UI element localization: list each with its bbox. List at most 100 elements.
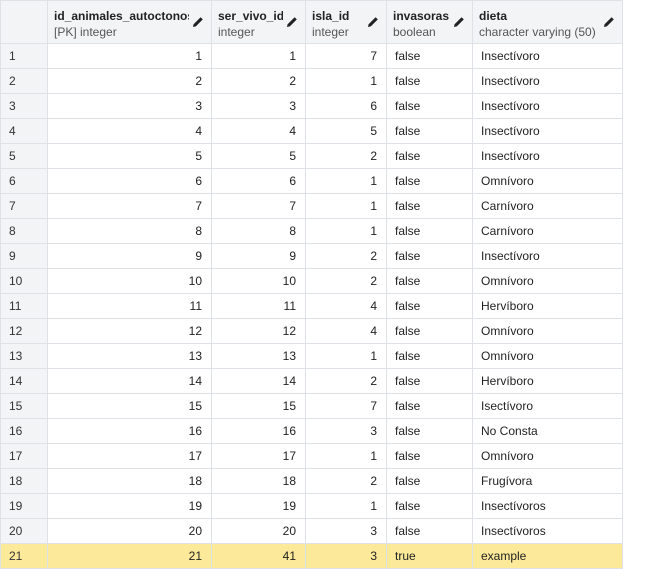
pencil-edit-icon[interactable]: [602, 15, 616, 29]
row-number-cell[interactable]: 20: [0, 518, 48, 544]
invasoras-cell[interactable]: false: [386, 393, 473, 419]
row-number-cell[interactable]: 6: [0, 168, 48, 194]
id-animales-autoctonos-cell[interactable]: 8: [47, 218, 212, 244]
invasoras-cell[interactable]: false: [386, 443, 473, 469]
dieta-cell[interactable]: No Consta: [472, 418, 623, 444]
row-number-cell[interactable]: 21: [0, 543, 48, 569]
id-animales-autoctonos-cell[interactable]: 5: [47, 143, 212, 169]
id-animales-autoctonos-cell[interactable]: 14: [47, 368, 212, 394]
id-animales-autoctonos-cell[interactable]: 3: [47, 93, 212, 119]
invasoras-cell[interactable]: false: [386, 193, 473, 219]
isla-id-cell[interactable]: 1: [305, 68, 387, 94]
row-number-cell[interactable]: 16: [0, 418, 48, 444]
row-number-cell[interactable]: 9: [0, 243, 48, 269]
ser-vivo-id-cell[interactable]: 20: [211, 518, 306, 544]
table-row[interactable]: 11 11 11 4 false Hervíboro: [0, 293, 623, 319]
table-row[interactable]: 12 12 12 4 false Omnívoro: [0, 318, 623, 344]
isla-id-cell[interactable]: 1: [305, 443, 387, 469]
row-number-cell[interactable]: 4: [0, 118, 48, 144]
row-number-cell[interactable]: 10: [0, 268, 48, 294]
pencil-edit-icon[interactable]: [366, 15, 380, 29]
dieta-cell[interactable]: Insectívoro: [472, 143, 623, 169]
dieta-cell[interactable]: Carnívoro: [472, 193, 623, 219]
id-animales-autoctonos-cell[interactable]: 21: [47, 543, 212, 569]
isla-id-cell[interactable]: 1: [305, 168, 387, 194]
invasoras-cell[interactable]: false: [386, 118, 473, 144]
id-animales-autoctonos-cell[interactable]: 6: [47, 168, 212, 194]
dieta-cell[interactable]: Insectívoro: [472, 243, 623, 269]
table-row[interactable]: 6 6 6 1 false Omnívoro: [0, 168, 623, 194]
table-row[interactable]: 5 5 5 2 false Insectívoro: [0, 143, 623, 169]
id-animales-autoctonos-cell[interactable]: 20: [47, 518, 212, 544]
dieta-cell[interactable]: Isectívoro: [472, 393, 623, 419]
dieta-cell[interactable]: Carnívoro: [472, 218, 623, 244]
table-row[interactable]: 13 13 13 1 false Omnívoro: [0, 343, 623, 369]
isla-id-cell[interactable]: 4: [305, 293, 387, 319]
id-animales-autoctonos-cell[interactable]: 17: [47, 443, 212, 469]
invasoras-cell[interactable]: false: [386, 43, 473, 69]
row-number-cell[interactable]: 2: [0, 68, 48, 94]
ser-vivo-id-cell[interactable]: 5: [211, 143, 306, 169]
invasoras-cell[interactable]: false: [386, 243, 473, 269]
dieta-cell[interactable]: Omnívoro: [472, 343, 623, 369]
table-row[interactable]: 16 16 16 3 false No Consta: [0, 418, 623, 444]
table-row[interactable]: 21 21 41 3 true example: [0, 543, 623, 569]
dieta-cell[interactable]: Insectívoro: [472, 68, 623, 94]
dieta-cell[interactable]: Omnívoro: [472, 268, 623, 294]
isla-id-cell[interactable]: 2: [305, 243, 387, 269]
invasoras-cell[interactable]: false: [386, 418, 473, 444]
dieta-cell[interactable]: Insectívoro: [472, 43, 623, 69]
pencil-edit-icon[interactable]: [191, 15, 205, 29]
dieta-cell[interactable]: Omnívoro: [472, 318, 623, 344]
row-number-cell[interactable]: 14: [0, 368, 48, 394]
ser-vivo-id-cell[interactable]: 4: [211, 118, 306, 144]
row-number-header[interactable]: [0, 0, 48, 44]
isla-id-cell[interactable]: 3: [305, 518, 387, 544]
id-animales-autoctonos-cell[interactable]: 18: [47, 468, 212, 494]
invasoras-cell[interactable]: false: [386, 68, 473, 94]
dieta-cell[interactable]: example: [472, 543, 623, 569]
isla-id-cell[interactable]: 3: [305, 418, 387, 444]
id-animales-autoctonos-cell[interactable]: 15: [47, 393, 212, 419]
ser-vivo-id-cell[interactable]: 15: [211, 393, 306, 419]
ser-vivo-id-cell[interactable]: 13: [211, 343, 306, 369]
row-number-cell[interactable]: 13: [0, 343, 48, 369]
invasoras-cell[interactable]: false: [386, 293, 473, 319]
dieta-cell[interactable]: Omnívoro: [472, 443, 623, 469]
isla-id-cell[interactable]: 1: [305, 343, 387, 369]
id-animales-autoctonos-cell[interactable]: 19: [47, 493, 212, 519]
dieta-cell[interactable]: Insectívoro: [472, 93, 623, 119]
isla-id-cell[interactable]: 2: [305, 468, 387, 494]
invasoras-cell[interactable]: false: [386, 468, 473, 494]
table-row[interactable]: 15 15 15 7 false Isectívoro: [0, 393, 623, 419]
isla-id-cell[interactable]: 1: [305, 493, 387, 519]
id-animales-autoctonos-cell[interactable]: 1: [47, 43, 212, 69]
row-number-cell[interactable]: 12: [0, 318, 48, 344]
ser-vivo-id-cell[interactable]: 2: [211, 68, 306, 94]
dieta-cell[interactable]: Omnívoro: [472, 168, 623, 194]
invasoras-cell[interactable]: false: [386, 318, 473, 344]
table-row[interactable]: 17 17 17 1 false Omnívoro: [0, 443, 623, 469]
id-animales-autoctonos-cell[interactable]: 9: [47, 243, 212, 269]
row-number-cell[interactable]: 7: [0, 193, 48, 219]
isla-id-cell[interactable]: 5: [305, 118, 387, 144]
isla-id-cell[interactable]: 7: [305, 43, 387, 69]
id-animales-autoctonos-cell[interactable]: 11: [47, 293, 212, 319]
table-row[interactable]: 18 18 18 2 false Frugívora: [0, 468, 623, 494]
row-number-cell[interactable]: 3: [0, 93, 48, 119]
ser-vivo-id-cell[interactable]: 7: [211, 193, 306, 219]
ser-vivo-id-cell[interactable]: 18: [211, 468, 306, 494]
ser-vivo-id-cell[interactable]: 1: [211, 43, 306, 69]
dieta-cell[interactable]: Hervíboro: [472, 293, 623, 319]
table-row[interactable]: 3 3 3 6 false Insectívoro: [0, 93, 623, 119]
id-animales-autoctonos-cell[interactable]: 16: [47, 418, 212, 444]
dieta-cell[interactable]: Hervíboro: [472, 368, 623, 394]
ser-vivo-id-cell[interactable]: 41: [211, 543, 306, 569]
isla-id-cell[interactable]: 2: [305, 143, 387, 169]
isla-id-cell[interactable]: 1: [305, 193, 387, 219]
id-animales-autoctonos-cell[interactable]: 10: [47, 268, 212, 294]
column-header-dieta[interactable]: dieta character varying (50): [472, 0, 623, 44]
ser-vivo-id-cell[interactable]: 8: [211, 218, 306, 244]
id-animales-autoctonos-cell[interactable]: 12: [47, 318, 212, 344]
invasoras-cell[interactable]: false: [386, 143, 473, 169]
